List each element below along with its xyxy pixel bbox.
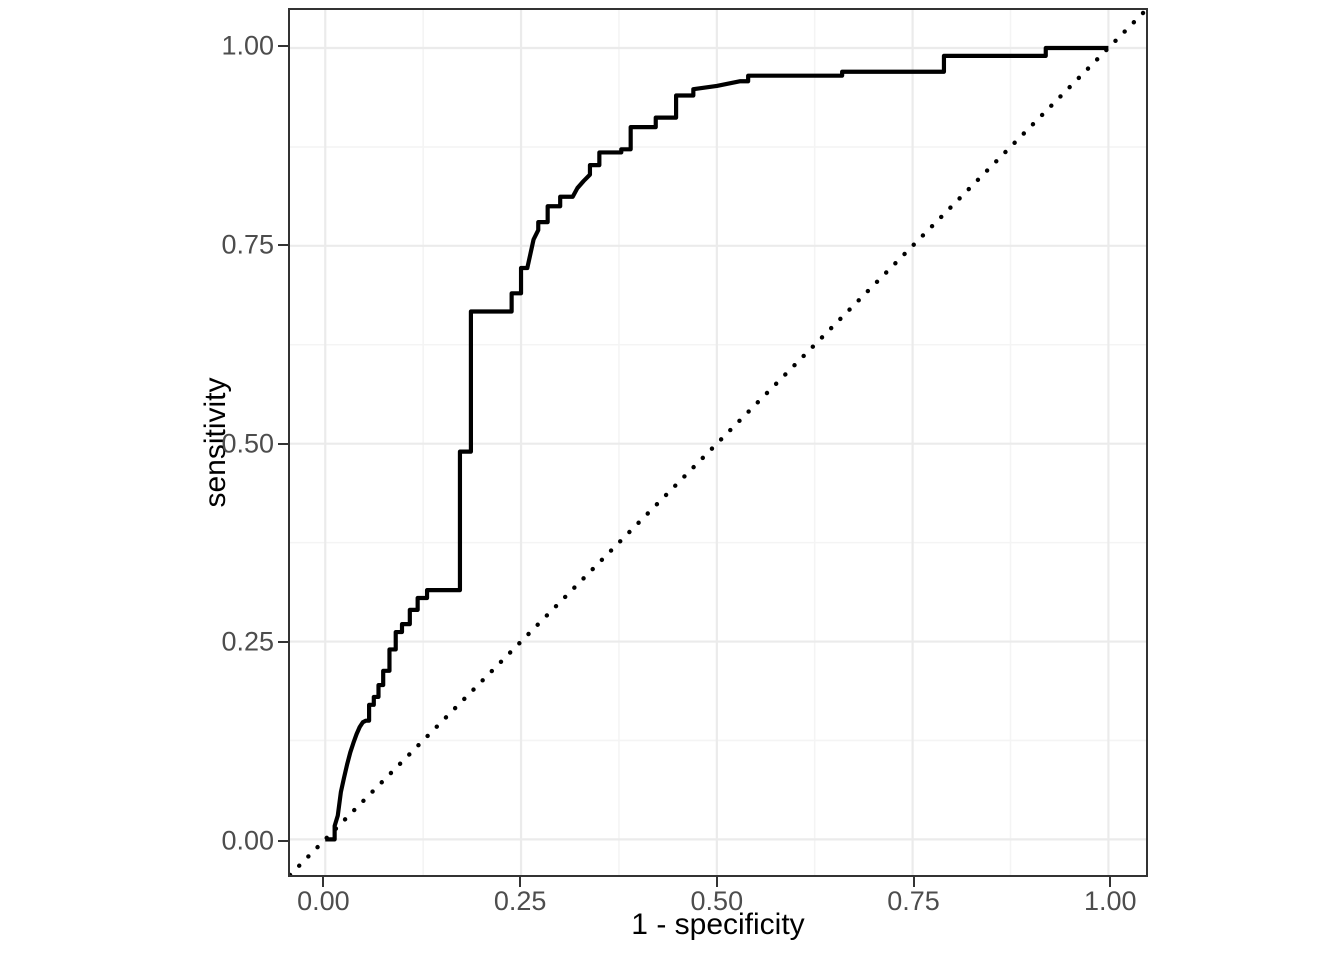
- y-tick-mark: [278, 442, 288, 445]
- x-tick-label: 0.50: [690, 886, 744, 916]
- grid-minor-lines: [290, 10, 1146, 875]
- y-tick-mark: [278, 840, 288, 843]
- y-tick-mark: [278, 641, 288, 644]
- plot-svg: [290, 10, 1146, 875]
- chance-diagonal-line: [290, 10, 1146, 875]
- x-tick-label: 0.00: [297, 886, 350, 916]
- x-tick-label: 1.00: [1083, 886, 1137, 916]
- x-tick-label: 0.25: [493, 886, 547, 916]
- x-tick-mark: [715, 877, 718, 887]
- grid-major-lines: [290, 10, 1146, 875]
- x-tick-mark: [912, 877, 915, 887]
- y-tick-mark: [278, 45, 288, 48]
- y-tick-label: 0.25: [221, 626, 274, 657]
- y-tick-mark: [278, 243, 288, 246]
- x-tick-mark: [519, 877, 522, 887]
- x-axis-title: 1 - specificity: [631, 908, 805, 941]
- y-tick-label: 1.00: [221, 30, 274, 61]
- roc-curve-line: [325, 45, 1109, 842]
- x-tick-mark: [322, 877, 325, 887]
- x-tick-mark: [1109, 877, 1112, 887]
- plot-panel: [288, 8, 1148, 877]
- y-tick-label: 0.50: [221, 428, 274, 459]
- y-tick-label: 0.75: [221, 229, 274, 260]
- x-tick-label: 0.75: [887, 886, 940, 916]
- y-tick-label: 0.00: [221, 825, 274, 856]
